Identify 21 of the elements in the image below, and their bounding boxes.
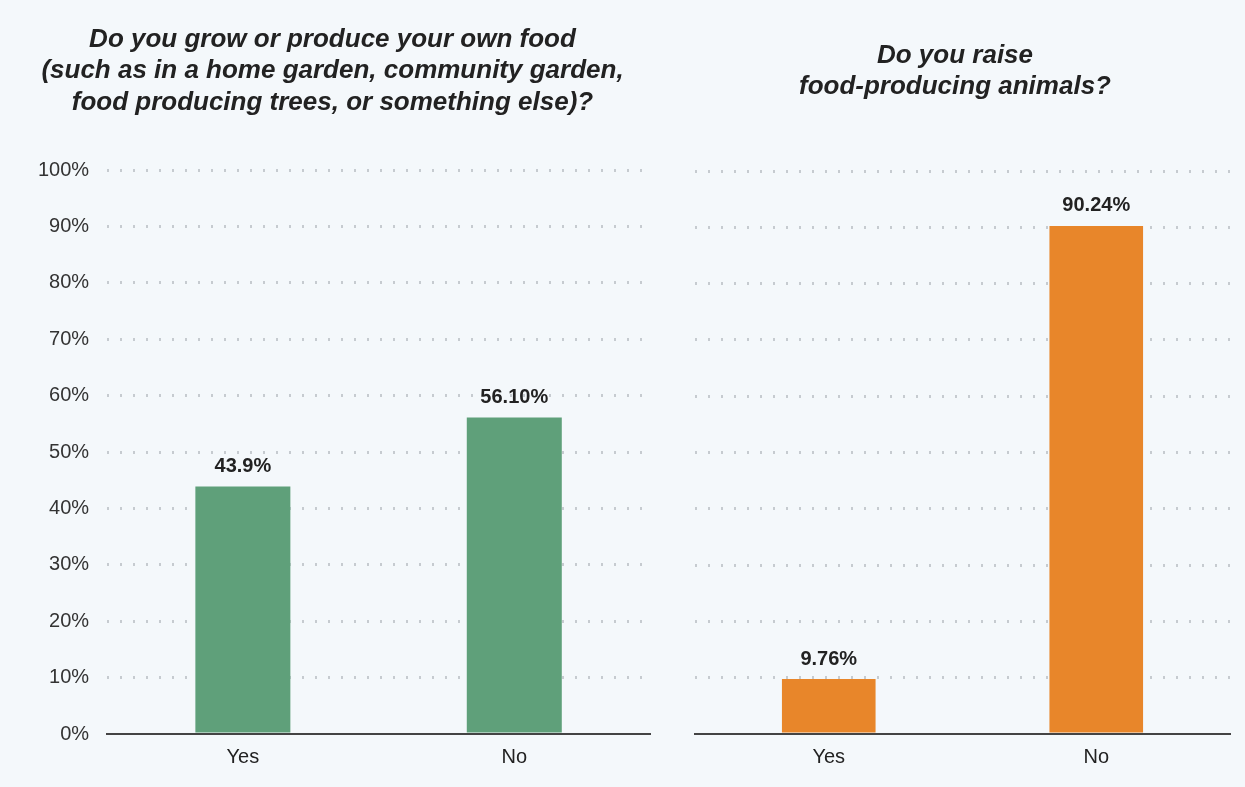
- x-tick-label: No: [1083, 744, 1110, 767]
- x-tick-label: Yes: [226, 744, 260, 767]
- y-tick-label: 10%: [49, 665, 90, 688]
- y-tick-label: 20%: [49, 608, 90, 631]
- y-tick-label: 0%: [60, 721, 90, 744]
- data-label: 43.9%: [214, 453, 272, 476]
- data-label: 9.76%: [800, 646, 858, 669]
- y-tick-label: 60%: [49, 383, 90, 406]
- chart-title: Do you raise food-producing animals?: [798, 37, 1112, 102]
- y-tick-label: 100%: [38, 157, 90, 180]
- y-tick-label: 90%: [49, 213, 90, 236]
- chart-title: Do you grow or produce your own food (such as in a home garden, community garden, food producing trees, or something else)?: [40, 22, 625, 118]
- data-label: 56.10%: [480, 385, 549, 408]
- y-tick-label: 40%: [49, 495, 90, 518]
- y-tick-label: 80%: [49, 270, 90, 293]
- x-tick-label: No: [501, 744, 528, 767]
- x-tick-label: Yes: [812, 744, 846, 767]
- y-tick-label: 30%: [49, 552, 90, 575]
- y-tick-label: 50%: [49, 439, 90, 462]
- y-tick-label: 70%: [49, 326, 90, 349]
- data-label: 90.24%: [1062, 193, 1131, 216]
